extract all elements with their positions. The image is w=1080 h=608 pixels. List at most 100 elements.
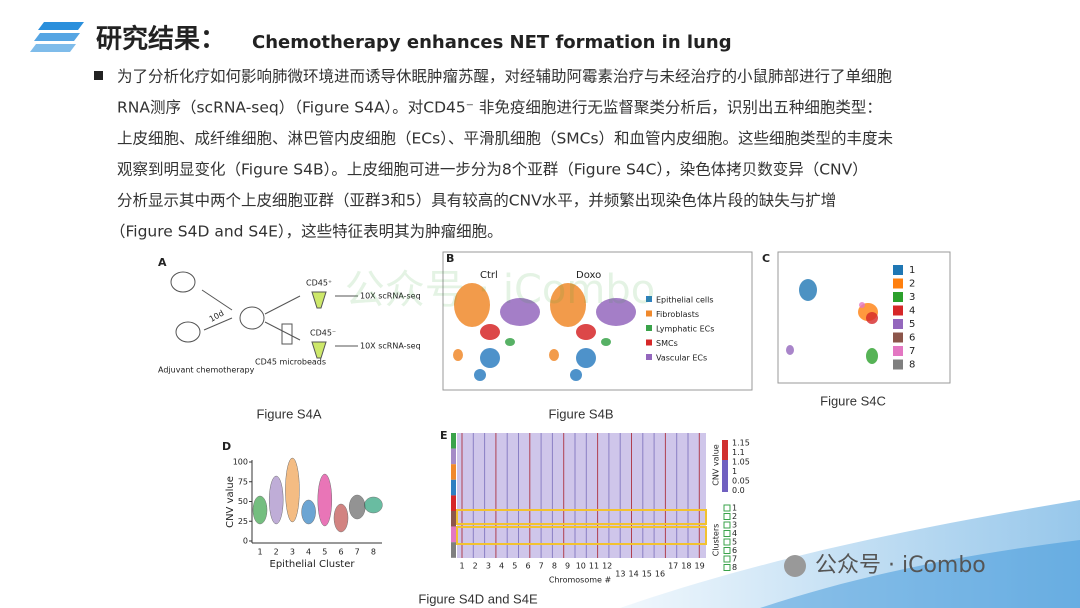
legend-label: 4	[909, 306, 915, 317]
logo	[30, 22, 84, 52]
watermark: 公众号 · iCombo	[345, 267, 656, 313]
caption: Figure S4C	[820, 393, 886, 408]
x-tick-label: 12	[602, 562, 612, 571]
body-line: 分析显示其中两个上皮细胞亚群（亚群3和5）具有较高的CNV水平，并频繁出现染色体…	[117, 191, 836, 210]
x-tick-label: 18	[681, 562, 691, 571]
tsne-cluster	[786, 345, 794, 355]
umap-cluster	[480, 348, 500, 368]
wave	[620, 500, 1080, 608]
legend-swatch	[893, 265, 903, 275]
x-tick-label: 11	[589, 562, 599, 571]
x-tick-label: 19	[695, 562, 705, 571]
title: 研究结果：	[96, 24, 226, 55]
y-tick-label: 75	[238, 477, 248, 486]
x-tick-label: 16	[655, 570, 665, 579]
cluster-bar	[451, 479, 456, 496]
violin	[348, 494, 366, 520]
heatmap	[457, 433, 706, 558]
legend-label: 1	[732, 504, 737, 513]
x-tick-label: 1	[459, 562, 464, 571]
y-tick-label: 0	[243, 537, 248, 546]
colorbar-label: 0.05	[732, 477, 750, 486]
x-tick-label: 8	[371, 548, 376, 557]
body-line: 观察到明显变化（Figure S4B）。上皮细胞可进一步分为8个亚群（Figur…	[117, 161, 868, 179]
watermark-icon	[784, 555, 806, 577]
tsne-cluster	[866, 312, 878, 324]
legend-swatch	[723, 547, 731, 554]
legend-label: 4	[732, 529, 737, 538]
legend-label: 5	[909, 319, 915, 330]
legend-swatch	[646, 339, 652, 346]
x-tick-label: 10	[576, 562, 586, 571]
axis-label: Epithelial Cluster	[270, 559, 356, 570]
legend-swatch	[646, 354, 652, 360]
legend-swatch	[646, 310, 652, 317]
y-tick-label: 25	[238, 517, 248, 526]
legend-label: 8	[732, 563, 737, 572]
legend-label: 1	[909, 265, 915, 276]
y-tick-label: 100	[233, 458, 248, 467]
umap-cluster	[549, 349, 559, 361]
x-tick-label: 2	[274, 548, 279, 557]
x-tick-label: 13	[615, 570, 625, 579]
umap-cluster	[601, 338, 611, 346]
umap-cluster	[454, 283, 490, 327]
cluster-bar	[451, 433, 456, 449]
cluster-bar	[451, 542, 456, 558]
cluster-bar	[451, 511, 456, 527]
x-tick-label: 17	[668, 562, 678, 571]
colorbar	[722, 440, 728, 460]
umap-cluster	[576, 324, 596, 340]
legend-swatch	[723, 555, 731, 563]
body-line: RNA测序（scRNA-seq）（Figure S4A）。对CD45⁻ 非免疫细…	[117, 99, 882, 117]
legend-label: 3	[909, 292, 915, 303]
legend-swatch	[723, 521, 731, 529]
legend-label: Lymphatic ECs	[656, 325, 714, 334]
label: CD45⁺	[306, 279, 332, 288]
body-line: （Figure S4D and S4E），这些特征表明其为肿瘤细胞。	[110, 223, 503, 241]
panel-label: C	[762, 252, 770, 265]
colorbar	[722, 440, 728, 492]
cluster-bar	[451, 464, 456, 480]
legend-label: 6	[909, 333, 915, 344]
axis-label: Chromosome #	[549, 576, 612, 585]
umap-cluster	[474, 369, 486, 381]
umap-cluster	[576, 348, 596, 368]
legend-label: 2	[732, 512, 737, 521]
body-line: 上皮细胞、成纤维细胞、淋巴管内皮细胞（ECs）、平滑肌细胞（SMCs）和血管内皮…	[117, 130, 893, 148]
legend-label: 3	[732, 521, 737, 530]
x-tick-label: 6	[525, 562, 530, 571]
panel-label: D	[222, 440, 231, 453]
legend-swatch	[723, 564, 731, 571]
x-tick-label: 3	[486, 562, 491, 571]
legend-swatch	[646, 325, 652, 331]
x-tick-label: 7	[355, 548, 360, 557]
colorbar-label: 1.1	[732, 448, 745, 457]
caption: Figure S4D and S4E	[418, 591, 538, 606]
x-tick-label: 2	[473, 562, 478, 571]
label: Adjuvant chemotherapy	[158, 366, 255, 375]
y-tick-label: 50	[238, 497, 248, 506]
colorbar-label: 0.0	[732, 486, 745, 495]
umap-cluster	[550, 283, 586, 327]
panel-title: Doxo	[576, 270, 601, 281]
legend-label: 7	[909, 346, 915, 357]
axis-label: CNV value	[712, 444, 721, 486]
legend-label: Vascular ECs	[656, 354, 707, 363]
watermark: 公众号 · iCombo	[815, 553, 986, 578]
violin	[364, 496, 383, 514]
x-tick-label: 9	[565, 562, 570, 571]
highlight	[456, 509, 707, 525]
x-tick-label: 7	[539, 562, 544, 571]
body-line: 为了分析化疗如何影响肺微环境进而诱导休眠肿瘤苏醒，对经辅助阿霉素治疗与未经治疗的…	[117, 67, 892, 86]
label: 10X scRNA-seq	[360, 292, 421, 301]
umap-cluster	[480, 324, 500, 340]
legend-swatch	[723, 513, 731, 520]
legend-label: Epithelial cells	[656, 296, 714, 305]
panel-label: E	[440, 429, 448, 442]
legend-swatch	[893, 332, 903, 343]
violin	[317, 473, 333, 527]
umap-cluster	[453, 349, 463, 361]
cluster-bar	[451, 495, 456, 511]
